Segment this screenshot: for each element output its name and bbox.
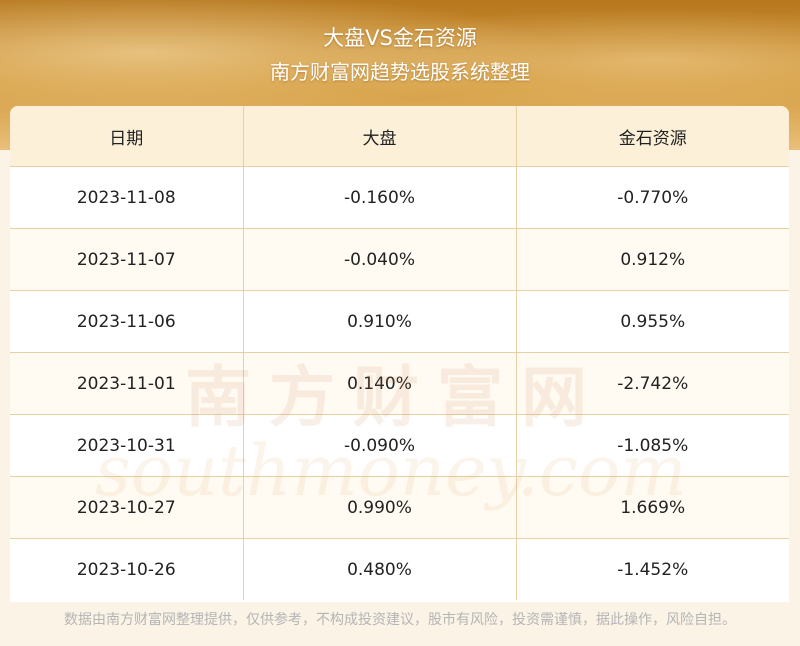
disclaimer-text: 数据由南方财富网整理提供，仅供参考，不构成投资建议，股市有风险，投资需谨慎，据此… bbox=[64, 612, 736, 628]
cell-market-change: -0.160% bbox=[243, 166, 517, 229]
cell-date: 2023-10-31 bbox=[10, 414, 244, 477]
cell-stock-change: -1.452% bbox=[516, 538, 789, 600]
cell-market-change: 0.990% bbox=[243, 476, 517, 539]
cell-stock-change: -2.742% bbox=[516, 352, 789, 415]
cell-date: 2023-11-06 bbox=[10, 290, 244, 353]
page-subtitle: 南方财富网趋势选股系统整理 bbox=[270, 60, 530, 84]
table-row: 2023-10-31 -0.090% -1.085% bbox=[10, 414, 789, 477]
cell-market-change: -0.090% bbox=[243, 414, 517, 477]
column-header-market: 大盘 bbox=[243, 106, 517, 167]
cell-market-change: 0.480% bbox=[243, 538, 517, 600]
table-row: 2023-10-26 0.480% -1.452% bbox=[10, 538, 789, 600]
cell-market-change: 0.910% bbox=[243, 290, 517, 353]
comparison-table-card: 日期 大盘 金石资源 2023-11-08 -0.160% -0.770% 20… bbox=[10, 106, 789, 602]
cell-stock-change: 0.955% bbox=[516, 290, 789, 353]
cell-market-change: -0.040% bbox=[243, 228, 517, 291]
cell-date: 2023-11-01 bbox=[10, 352, 244, 415]
cell-stock-change: 1.669% bbox=[516, 476, 789, 539]
table-row: 2023-11-07 -0.040% 0.912% bbox=[10, 228, 789, 291]
cell-stock-change: 0.912% bbox=[516, 228, 789, 291]
table-header-row: 日期 大盘 金石资源 bbox=[10, 106, 789, 167]
comparison-table: 日期 大盘 金石资源 2023-11-08 -0.160% -0.770% 20… bbox=[10, 106, 789, 600]
cell-market-change: 0.140% bbox=[243, 352, 517, 415]
page-title: 大盘VS金石资源 bbox=[323, 26, 477, 50]
cell-date: 2023-11-08 bbox=[10, 166, 244, 229]
cell-date: 2023-10-27 bbox=[10, 476, 244, 539]
column-header-stock: 金石资源 bbox=[516, 106, 789, 167]
table-row: 2023-11-06 0.910% 0.955% bbox=[10, 290, 789, 353]
cell-stock-change: -0.770% bbox=[516, 166, 789, 229]
cell-date: 2023-10-26 bbox=[10, 538, 244, 600]
table-row: 2023-11-08 -0.160% -0.770% bbox=[10, 166, 789, 229]
table-row: 2023-11-01 0.140% -2.742% bbox=[10, 352, 789, 415]
cell-date: 2023-11-07 bbox=[10, 228, 244, 291]
cell-stock-change: -1.085% bbox=[516, 414, 789, 477]
table-row: 2023-10-27 0.990% 1.669% bbox=[10, 476, 789, 539]
column-header-date: 日期 bbox=[10, 106, 244, 167]
